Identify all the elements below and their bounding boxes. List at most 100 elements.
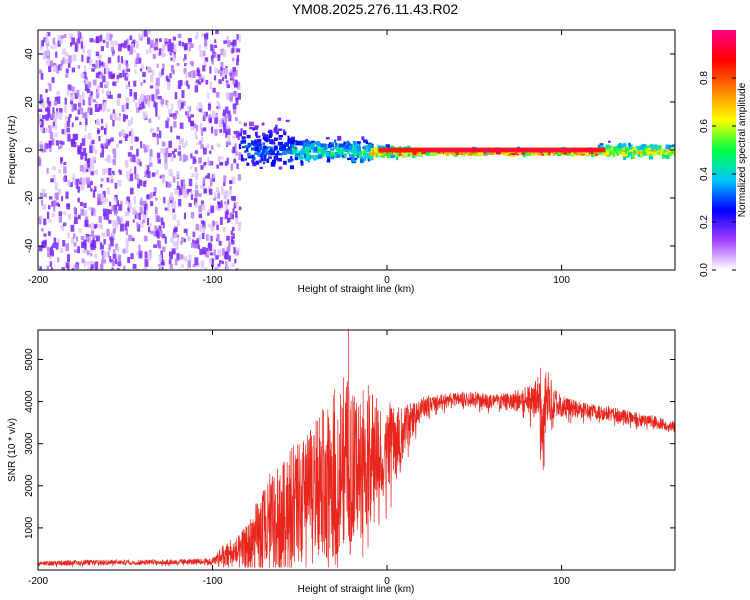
heatmap-cell: [307, 147, 310, 152]
heatmap-cell: [78, 149, 82, 154]
heatmap-cell: [254, 126, 259, 130]
heatmap-cell: [226, 235, 230, 241]
heatmap-cell: [76, 41, 79, 49]
heatmap-cell: [95, 72, 100, 79]
colorbar-tick-label: 0.8: [699, 71, 710, 85]
heatmap-cell: [630, 149, 634, 152]
heatmap-cell: [76, 38, 81, 44]
heatmap-cell: [182, 154, 186, 163]
heatmap-cell: [213, 52, 217, 58]
heatmap-cell: [67, 254, 70, 262]
heatmap-cell: [114, 182, 118, 189]
heatmap-cell: [238, 143, 241, 148]
heatmap-cell: [187, 38, 192, 43]
heatmap-cell: [221, 118, 225, 122]
heatmap-cell: [54, 43, 57, 50]
heatmap-cell: [134, 166, 137, 174]
heatmap-cell: [101, 259, 104, 267]
heatmap-cell: [305, 146, 310, 150]
heatmap-cell: [179, 139, 183, 144]
heatmap-cell: [92, 190, 96, 198]
heatmap-cell: [143, 181, 147, 187]
heatmap-cell: [651, 149, 656, 152]
heatmap-cell: [605, 147, 608, 150]
heatmap-cell: [218, 69, 221, 74]
heatmap-cell: [113, 204, 118, 212]
heatmap-cell: [147, 254, 152, 261]
heatmap-cell: [222, 50, 227, 58]
heatmap-x-tick-label: 100: [553, 275, 570, 286]
heatmap-cell: [224, 161, 228, 166]
heatmap-cell: [223, 182, 226, 186]
heatmap-cell: [223, 40, 227, 44]
heatmap-cell: [79, 165, 84, 172]
heatmap-cell: [50, 178, 54, 183]
heatmap-cell: [77, 197, 80, 203]
heatmap-cell: [51, 138, 55, 146]
heatmap-cell: [148, 118, 152, 123]
heatmap-cell: [290, 143, 293, 148]
heatmap-cell: [154, 46, 159, 51]
heatmap-cell: [90, 247, 93, 253]
heatmap-cell: [58, 211, 62, 216]
heatmap-cell: [649, 150, 652, 155]
heatmap-cell: [106, 41, 109, 48]
heatmap-cell: [48, 219, 52, 223]
heatmap-cell: [617, 151, 622, 155]
heatmap-cell: [38, 114, 42, 119]
heatmap-cell: [96, 130, 101, 133]
heatmap-x-axis-label: Height of straight line (km): [298, 284, 415, 295]
heatmap-cell: [196, 141, 201, 145]
heatmap-cell: [204, 57, 209, 63]
heatmap-cell: [87, 266, 91, 270]
heatmap-cell: [154, 206, 158, 215]
heatmap-cell: [73, 206, 76, 213]
heatmap-cell: [40, 144, 44, 152]
heatmap-cell: [125, 227, 129, 236]
heatmap-cell: [263, 155, 267, 159]
heatmap-cell: [82, 71, 87, 79]
heatmap-cell: [147, 165, 150, 171]
heatmap-cell: [70, 138, 75, 145]
heatmap-cell: [214, 129, 218, 136]
heatmap-cell: [207, 211, 210, 216]
heatmap-cell: [278, 166, 283, 170]
heatmap-cell: [190, 193, 194, 200]
heatmap-cell: [85, 168, 89, 172]
heatmap-cell: [618, 143, 622, 149]
heatmap-cell: [232, 135, 236, 139]
heatmap-cell: [136, 148, 139, 157]
heatmap-cell: [234, 258, 237, 264]
heatmap-cell: [112, 119, 115, 127]
heatmap-cell: [205, 79, 209, 85]
heatmap-cell: [164, 162, 168, 170]
heatmap-cell: [43, 51, 47, 58]
heatmap-cell: [185, 155, 189, 161]
heatmap-cell: [115, 220, 118, 228]
heatmap-cell: [133, 92, 137, 100]
heatmap-cell: [198, 234, 202, 241]
heatmap-cell: [199, 50, 204, 58]
heatmap-cell: [506, 151, 511, 155]
heatmap-cell: [663, 152, 667, 158]
heatmap-cell: [270, 161, 276, 167]
heatmap-cell: [99, 34, 103, 42]
heatmap-cell: [277, 143, 281, 146]
heatmap-cell: [210, 226, 215, 232]
heatmap-cell: [663, 149, 666, 154]
heatmap-cell: [192, 239, 195, 246]
heatmap-cell: [293, 146, 297, 151]
heatmap-cell: [40, 72, 44, 80]
heatmap-cell: [173, 154, 176, 158]
heatmap-cell: [481, 150, 486, 155]
heatmap-cell: [46, 106, 51, 113]
heatmap-cell: [216, 224, 219, 231]
heatmap-cell: [80, 208, 85, 216]
heatmap-cell: [531, 150, 534, 156]
heatmap-cell: [262, 132, 266, 137]
heatmap-cell: [65, 74, 68, 78]
heatmap-cell: [210, 235, 213, 242]
heatmap-cell: [327, 143, 332, 149]
heatmap-cell: [179, 79, 183, 86]
heatmap-cell: [334, 139, 337, 143]
